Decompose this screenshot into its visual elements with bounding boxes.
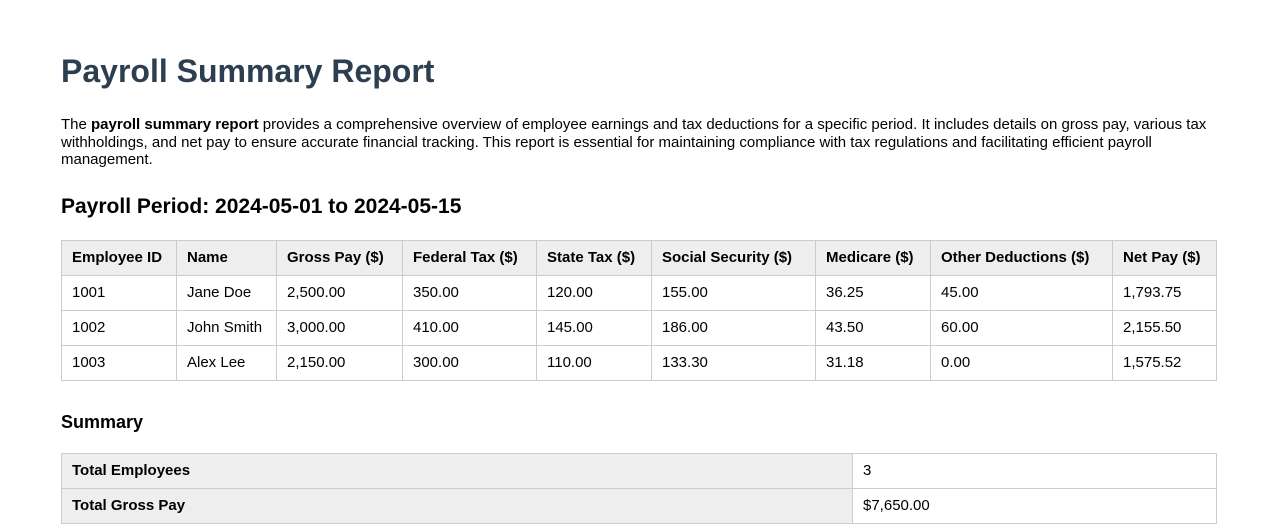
table-row: 1003 Alex Lee 2,150.00 300.00 110.00 133…	[61, 344, 1217, 381]
payroll-table-header-row: Employee ID Name Gross Pay ($) Federal T…	[61, 239, 1217, 276]
cell-federal-tax: 300.00	[402, 344, 537, 381]
cell-net-pay: 1,793.75	[1112, 274, 1217, 311]
table-row: 1001 Jane Doe 2,500.00 350.00 120.00 155…	[61, 274, 1217, 311]
summary-label-total-employees: Total Employees	[61, 452, 853, 489]
cell-social-security: 133.30	[651, 344, 816, 381]
cell-net-pay: 1,575.52	[1112, 344, 1217, 381]
cell-state-tax: 145.00	[536, 309, 652, 346]
cell-social-security: 186.00	[651, 309, 816, 346]
cell-other-deductions: 60.00	[930, 309, 1113, 346]
cell-name: Jane Doe	[176, 274, 277, 311]
report-description-bold-term: payroll summary report	[91, 116, 259, 133]
column-header-gross-pay: Gross Pay ($)	[276, 239, 403, 276]
cell-state-tax: 120.00	[536, 274, 652, 311]
summary-table: Total Employees 3 Total Gross Pay $7,650…	[61, 452, 1217, 524]
summary-row: Total Gross Pay $7,650.00	[61, 487, 1217, 524]
payroll-table-container: Employee ID Name Gross Pay ($) Federal T…	[61, 239, 1217, 381]
column-header-employee-id: Employee ID	[61, 239, 177, 276]
report-description-body: provides a comprehensive overview of emp…	[61, 116, 1207, 168]
cell-federal-tax: 350.00	[402, 274, 537, 311]
summary-heading: Summary	[61, 411, 144, 432]
column-header-other-deductions: Other Deductions ($)	[930, 239, 1113, 276]
cell-other-deductions: 45.00	[930, 274, 1113, 311]
cell-medicare: 43.50	[815, 309, 931, 346]
column-header-medicare: Medicare ($)	[815, 239, 931, 276]
page-title: Payroll Summary Report	[61, 53, 435, 89]
table-row: 1002 John Smith 3,000.00 410.00 145.00 1…	[61, 309, 1217, 346]
summary-row: Total Employees 3	[61, 452, 1217, 489]
cell-gross-pay: 3,000.00	[276, 309, 403, 346]
cell-net-pay: 2,155.50	[1112, 309, 1217, 346]
cell-employee-id: 1003	[61, 344, 177, 381]
cell-name: Alex Lee	[176, 344, 277, 381]
column-header-social-security: Social Security ($)	[651, 239, 816, 276]
cell-medicare: 36.25	[815, 274, 931, 311]
payroll-table: Employee ID Name Gross Pay ($) Federal T…	[61, 239, 1217, 381]
summary-label-total-gross-pay: Total Gross Pay	[61, 487, 853, 524]
cell-employee-id: 1001	[61, 274, 177, 311]
report-description-lead: The	[61, 116, 92, 133]
cell-federal-tax: 410.00	[402, 309, 537, 346]
report-description: The payroll summary report provides a co…	[61, 116, 1216, 169]
summary-value-total-gross-pay: $7,650.00	[852, 487, 1217, 524]
cell-gross-pay: 2,500.00	[276, 274, 403, 311]
column-header-name: Name	[176, 239, 277, 276]
payroll-period-heading: Payroll Period: 2024-05-01 to 2024-05-15	[61, 194, 462, 218]
cell-name: John Smith	[176, 309, 277, 346]
column-header-federal-tax: Federal Tax ($)	[402, 239, 537, 276]
cell-gross-pay: 2,150.00	[276, 344, 403, 381]
column-header-state-tax: State Tax ($)	[536, 239, 652, 276]
column-header-net-pay: Net Pay ($)	[1112, 239, 1217, 276]
cell-state-tax: 110.00	[536, 344, 652, 381]
cell-social-security: 155.00	[651, 274, 816, 311]
cell-employee-id: 1002	[61, 309, 177, 346]
cell-medicare: 31.18	[815, 344, 931, 381]
cell-other-deductions: 0.00	[930, 344, 1113, 381]
summary-value-total-employees: 3	[852, 452, 1217, 489]
